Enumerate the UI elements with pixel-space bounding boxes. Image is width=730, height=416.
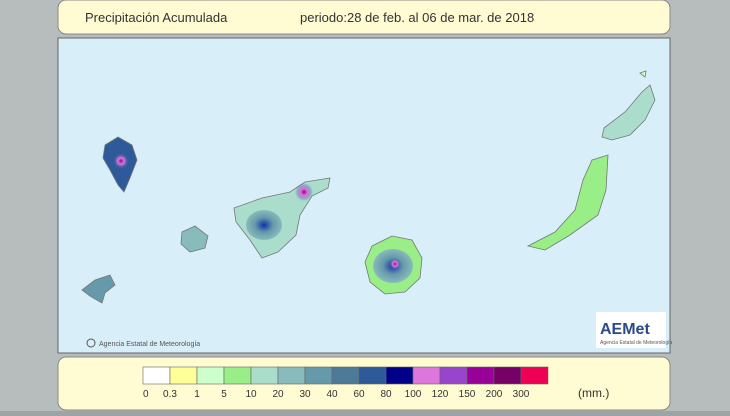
legend-label: 1	[194, 389, 200, 400]
copyright-icon	[86, 338, 96, 348]
legend-label: 10	[245, 389, 257, 400]
legend-label: 120	[432, 389, 449, 400]
legend-label: 200	[486, 389, 503, 400]
legend-label: 30	[299, 389, 311, 400]
la-gomera	[180, 225, 209, 253]
credit: Agencia Estatal de Meteorología	[99, 341, 200, 348]
period: periodo:28 de feb. al 06 de mar. de 2018	[300, 10, 534, 25]
logo: AEMet	[600, 321, 650, 338]
legend-swatch	[412, 366, 441, 385]
map-panel	[57, 37, 671, 354]
fuerteventura	[526, 154, 609, 251]
legend-label: 80	[380, 389, 392, 400]
islet	[639, 70, 647, 78]
lanzarote	[601, 84, 656, 141]
legend-unit: (mm.)	[578, 386, 609, 400]
legend-label: 5	[221, 389, 227, 400]
logo-subtitle: Agencia Estatal de Meteorología	[600, 340, 672, 346]
legend-swatch	[493, 366, 522, 385]
legend-swatch	[169, 366, 198, 385]
el-hierro	[81, 274, 116, 304]
wet-tenerife	[246, 210, 282, 240]
legend-label: 300	[513, 389, 530, 400]
legend-swatch	[331, 366, 360, 385]
logo-box	[596, 312, 666, 348]
max-gran-canaria	[389, 258, 401, 270]
legend-label: 0	[143, 389, 149, 400]
header-panel	[57, 0, 671, 35]
legend-swatch	[196, 366, 225, 385]
legend-label: 40	[326, 389, 338, 400]
legend-label: 20	[272, 389, 284, 400]
legend-swatch	[358, 366, 387, 385]
legend-swatch	[277, 366, 306, 385]
islands	[81, 70, 656, 304]
legend-swatch	[142, 366, 171, 385]
legend-swatch	[223, 366, 252, 385]
title: Precipitación Acumulada	[85, 10, 228, 25]
legend-swatch	[385, 366, 414, 385]
legend-swatch	[250, 366, 279, 385]
legend: 0 0.3 1 5 10 20 30 40 60 80 100 120 150 200 300	[142, 366, 549, 400]
legend-label: 60	[353, 389, 365, 400]
legend-label: 0.3	[163, 389, 177, 400]
legend-label: 150	[459, 389, 476, 400]
legend-swatch	[304, 366, 333, 385]
legend-swatch	[466, 366, 495, 385]
max-la-palma	[113, 153, 129, 169]
legend-swatch	[439, 366, 468, 385]
max-tenerife	[295, 183, 313, 201]
legend-label: 100	[405, 389, 422, 400]
legend-swatch	[520, 366, 549, 385]
